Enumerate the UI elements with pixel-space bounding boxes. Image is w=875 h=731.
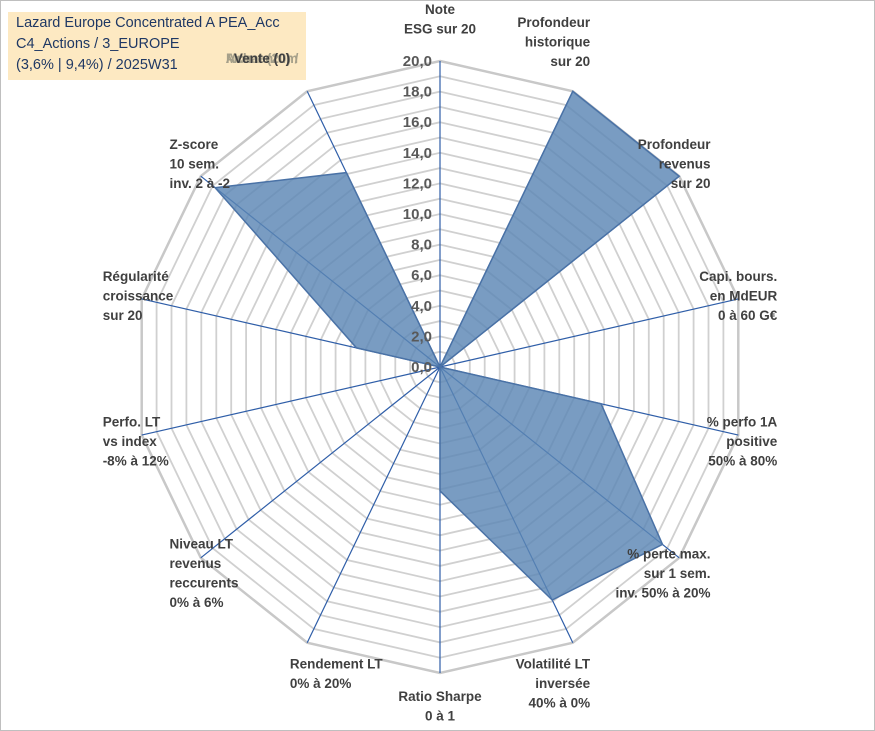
axis-label-line: -8% à 12% [103, 454, 169, 469]
axis-label: Profondeur revenus sur 20 [638, 137, 711, 191]
tick-label: 8,0 [411, 237, 432, 254]
axis-label-line: Volatilité LT [516, 657, 591, 672]
tick-label: 6,0 [411, 267, 432, 284]
axis-label-line: % perfo 1A [707, 415, 778, 430]
axis-spoke [200, 366, 441, 559]
axis-label: Perfo. LT vs index -8% à 12% [103, 415, 169, 469]
tick-label-layer: 0,0 2,0 4,0 6,0 8,0 10,0 12,0 14,0 16,0 18,0 20,0 [403, 53, 432, 376]
tick-label: 10,0 [403, 206, 432, 223]
axis-label-layer: Note ESG sur 20 Profondeur historique sur 20… [103, 2, 778, 724]
momentum-label-line-3: Vente (0) [233, 51, 291, 66]
tick-label: 12,0 [403, 175, 432, 192]
axis-label: Niveau LT revenus reccurents 0% à 6% [170, 537, 239, 611]
axis-label-line: 50% à 80% [708, 454, 777, 469]
title-box: Lazard Europe Concentrated A PEA_Acc C4_… [8, 12, 306, 80]
axis-label-line: 40% à 0% [529, 696, 591, 711]
axis-label-line: Régularité [103, 269, 170, 284]
chart-title-line-3: (3,6% | 9,4%) / 2025W31 [16, 57, 178, 73]
axis-label-line: 0 à 60 G€ [718, 308, 778, 323]
tick-label: 20,0 [403, 53, 432, 70]
axis-label-line: Z-score [170, 137, 219, 152]
axis-label-line: Profondeur [517, 15, 590, 30]
axis-label-line: 10 sem. [170, 157, 220, 172]
axis-label: Volatilité LT inversée 40% à 0% [516, 657, 591, 711]
axis-label: Capi. bours. en MdEUR 0 à 60 G€ [699, 269, 778, 323]
axis-label-line: Niveau LT [170, 537, 234, 552]
axis-label-line: Capi. bours. [699, 269, 777, 284]
axis-label-line: inv. 50% à 20% [615, 585, 710, 600]
axis-label: % perte max. sur 1 sem. inv. 50% à 20% [615, 546, 710, 600]
axis-label-line: inv. 2 à -2 [170, 176, 231, 191]
axis-spoke [306, 366, 441, 643]
data-area-layer [213, 90, 681, 601]
tick-label: 16,0 [403, 114, 432, 131]
axis-label-line: positive [726, 434, 778, 449]
axis-label-line: 0% à 20% [290, 676, 352, 691]
axis-label-line: revenus [170, 556, 222, 571]
momentum-label-line-1: Momentum [226, 51, 298, 66]
axis-label-line: Perfo. LT [103, 415, 161, 430]
axis-label: Régularité croissance sur 20 [103, 269, 174, 323]
axis-label: Note ESG sur 20 [404, 2, 476, 37]
axis-label-line: Note [425, 2, 455, 17]
axis-label-line: 0% à 6% [170, 595, 224, 610]
axis-spoke [439, 298, 739, 368]
axis-label-line: vs index [103, 434, 158, 449]
momentum-label-line-2: Achat (20) / [225, 51, 299, 66]
axis-label-line: sur 20 [671, 176, 711, 191]
axis-label-line: sur 20 [103, 308, 143, 323]
tick-label: 14,0 [403, 145, 432, 162]
axis-label-line: revenus [659, 157, 711, 172]
tick-label: 4,0 [411, 298, 432, 315]
axis-label-line: 0 à 1 [425, 709, 456, 724]
axis-label-line: sur 1 sem. [644, 566, 711, 581]
axis-label-line: Ratio Sharpe [398, 689, 482, 704]
axis-spoke [141, 366, 441, 436]
axis-label-line: Rendement LT [290, 657, 384, 672]
axis-label: Rendement LT 0% à 20% [290, 657, 384, 692]
axis-label-line: croissance [103, 288, 174, 303]
chart-title-line-1: Lazard Europe Concentrated A PEA_Acc [16, 15, 280, 31]
axis-label-line: historique [525, 35, 591, 50]
chart-title-line-2: C4_Actions / 3_EUROPE [16, 36, 180, 52]
axis-label-line: Profondeur [638, 137, 711, 152]
tick-label: 0,0 [411, 359, 432, 376]
data-area [213, 90, 681, 601]
axis-label: Z-score 10 sem. inv. 2 à -2 [170, 137, 231, 191]
axis-label-line: reccurents [170, 576, 239, 591]
tick-label: 18,0 [403, 84, 432, 101]
axis-label: Ratio Sharpe 0 à 1 [398, 689, 482, 724]
axis-label-line: % perte max. [627, 546, 710, 561]
axis-label: Profondeur historique sur 20 [517, 15, 590, 69]
axis-label-line: en MdEUR [710, 288, 778, 303]
tick-label: 2,0 [411, 328, 432, 345]
axis-label: % perfo 1A positive 50% à 80% [707, 415, 778, 469]
axis-label-line: sur 20 [550, 54, 590, 69]
axis-label-line: ESG sur 20 [404, 22, 476, 37]
axis-label-line: inversée [535, 676, 590, 691]
